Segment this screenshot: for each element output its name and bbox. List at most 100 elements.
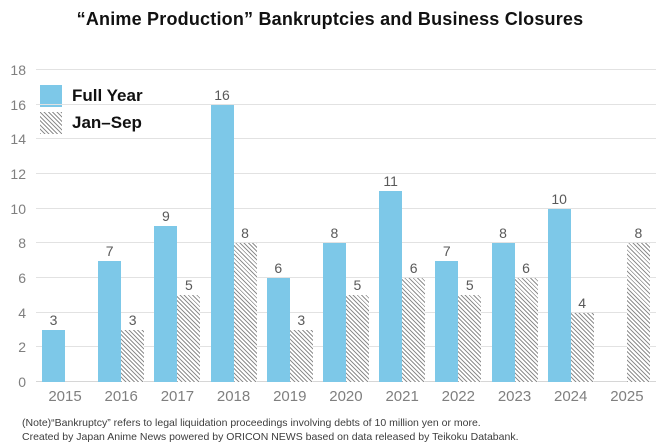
gridline [36, 173, 656, 174]
bar-slot: 6 [266, 260, 290, 382]
bar-slot: 16 [210, 86, 234, 382]
bar-value-label: 7 [105, 242, 114, 259]
legend-item-jan-sep: Jan–Sep [40, 112, 143, 134]
bar-slot: 10 [547, 190, 571, 382]
jan-sep-bar [514, 278, 538, 382]
bar-value-label: 3 [297, 312, 306, 328]
full-year-bar [491, 243, 515, 382]
x-tick-label: 2016 [104, 388, 138, 405]
full-year-bar [266, 278, 290, 382]
bar-value-label: 6 [522, 260, 530, 276]
bar-value-label: 5 [465, 277, 474, 294]
bar-value-label: 16 [214, 86, 230, 103]
y-axis: 0 2 4 6 8 10 12 14 16 18 [0, 63, 30, 389]
x-tick-label: 2020 [329, 388, 363, 405]
bar-value-label: 6 [274, 260, 283, 276]
jan-sep-bar [570, 312, 594, 382]
x-tick-label: 2017 [160, 388, 195, 405]
gridline [36, 207, 656, 209]
bar-slot: 8 [233, 225, 257, 382]
y-tick-label: 2 [18, 339, 26, 356]
jan-sep-bar [177, 295, 201, 382]
jan-sep-bar [402, 278, 426, 382]
bar-group: 8 [604, 225, 650, 382]
legend-item-full-year: Full Year [40, 85, 143, 107]
x-tick-label: 2019 [273, 388, 307, 405]
bar-group: 10 4 [547, 190, 594, 382]
bar-slot: 3 [121, 312, 145, 382]
jan-sep-bar [233, 243, 257, 382]
x-tick-label: 2015 [48, 388, 82, 405]
bar-slot: 7 [98, 242, 122, 382]
gridline [36, 242, 656, 244]
gridline [36, 277, 656, 278]
bar-value-label: 5 [353, 277, 362, 294]
y-tick-label: 10 [10, 200, 26, 217]
bar-slot: 6 [514, 260, 538, 382]
gridline [36, 103, 656, 105]
bar-slot: 8 [626, 225, 650, 382]
footnote-line-2: Created by Japan Anime News powered by O… [22, 430, 519, 443]
bar-value-label: 3 [49, 312, 58, 328]
bar-slot: 5 [345, 277, 369, 382]
x-tick-label: 2018 [216, 388, 251, 405]
bar-group: 16 8 [210, 86, 257, 382]
y-tick-label: 8 [18, 235, 26, 252]
full-year-bar [547, 208, 571, 382]
jan-sep-swatch-icon [40, 112, 62, 134]
footnote: (Note)“Bankruptcy” refers to legal liqui… [22, 417, 652, 444]
x-tick-label: 2024 [554, 388, 588, 405]
bar-slot: 8 [322, 225, 346, 382]
full-year-bar [435, 260, 459, 382]
jan-sep-bar [345, 295, 369, 382]
bar-slot: 7 [435, 242, 459, 382]
bar-group: 11 6 [379, 173, 426, 382]
bar-slot: 5 [458, 277, 482, 382]
bar-groups: 3 7 3 9 5 16 8 6 3 8 5 11 6 7 5 8 6 10 4 8 [36, 70, 656, 382]
gridline [36, 138, 656, 140]
bar-value-label: 5 [184, 277, 193, 294]
y-tick-label: 6 [18, 270, 26, 286]
bar-slot: 8 [491, 225, 515, 382]
bar-slot: 11 [379, 173, 403, 382]
full-year-bar [379, 191, 403, 382]
bar-value-label: 3 [128, 312, 137, 328]
bar-slot: 9 [154, 208, 178, 382]
jan-sep-bar [121, 330, 145, 382]
bar-value-label: 7 [442, 242, 451, 259]
full-year-bar [154, 226, 178, 382]
x-axis: 2015 2016 2017 2018 2019 2020 2021 2022 2023 2024… [36, 388, 656, 405]
full-year-bar [98, 260, 122, 382]
y-tick-label: 16 [10, 96, 26, 113]
full-year-bar [210, 104, 234, 382]
x-tick-label: 2025 [610, 388, 644, 405]
y-tick-label: 4 [18, 304, 26, 321]
bar-value-label: 11 [383, 173, 398, 190]
bar-group: 3 [42, 312, 88, 382]
y-tick-label: 18 [10, 62, 26, 78]
bar-slot: 5 [177, 277, 201, 382]
y-tick-label: 14 [10, 131, 26, 148]
full-year-bar [42, 330, 65, 382]
legend-label-full-year: Full Year [72, 86, 143, 105]
bar-value-label: 10 [551, 190, 567, 207]
plot-area: Full Year Jan–Sep 3 7 3 9 5 16 8 6 3 8 5 11 6 7 5 8 6 10 4… [36, 69, 656, 382]
bar-value-label: 9 [161, 208, 170, 224]
bar-value-label: 8 [330, 225, 339, 242]
bar-value-label: 4 [578, 294, 587, 311]
legend: Full Year Jan–Sep [40, 85, 143, 134]
bar-value-label: 8 [241, 225, 249, 242]
legend-label-jan-sep: Jan–Sep [72, 113, 142, 132]
bar-value-label: 6 [409, 260, 418, 276]
bar-value-label: 8 [499, 225, 507, 242]
bar-value-label: 8 [634, 225, 643, 242]
y-tick-label: 12 [10, 166, 26, 182]
full-year-bar [322, 243, 346, 382]
full-year-swatch-icon [40, 85, 62, 107]
